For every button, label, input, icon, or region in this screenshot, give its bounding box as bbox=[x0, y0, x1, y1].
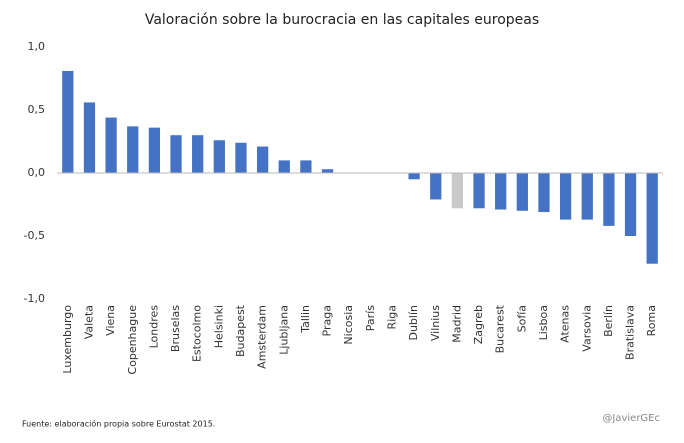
y-tick-label: 0,5 bbox=[28, 103, 46, 116]
bar bbox=[256, 146, 269, 173]
bar bbox=[624, 173, 637, 236]
x-tick-label: Zagreb bbox=[472, 305, 485, 344]
bar bbox=[451, 173, 464, 209]
x-tick-label: Praga bbox=[321, 305, 334, 336]
bar bbox=[300, 160, 312, 173]
bar bbox=[581, 173, 593, 220]
bar bbox=[473, 173, 485, 209]
bar bbox=[430, 173, 442, 200]
x-tick-label: Sofía bbox=[515, 305, 528, 332]
x-tick-label: Tallin bbox=[299, 305, 312, 334]
bar bbox=[278, 160, 290, 173]
x-tick-label: Budapest bbox=[234, 304, 247, 357]
x-tick-label: Bratislava bbox=[624, 305, 637, 360]
y-tick-label: -1,0 bbox=[24, 292, 45, 305]
y-tick-label: 0,0 bbox=[28, 166, 46, 179]
x-tick-label: Luxemburgo bbox=[61, 305, 74, 374]
x-tick-label: Londres bbox=[147, 305, 160, 349]
bar bbox=[559, 173, 572, 220]
bar bbox=[646, 173, 658, 264]
x-tick-label: Berlín bbox=[602, 305, 615, 337]
x-tick-label: Bucarest bbox=[494, 304, 507, 353]
x-tick-label: Copenhague bbox=[126, 305, 139, 375]
x-tick-label: Dublín bbox=[407, 305, 420, 341]
bar bbox=[105, 117, 117, 173]
x-tick-label: Madrid bbox=[450, 305, 463, 343]
author-handle: @JavierGEc bbox=[602, 413, 660, 424]
x-tick-label: Valeta bbox=[82, 305, 95, 339]
bar bbox=[235, 142, 247, 173]
x-tick-label: Lisboa bbox=[537, 305, 550, 340]
bar bbox=[83, 102, 96, 173]
x-tick-label: Bruselas bbox=[169, 305, 182, 352]
x-tick-label: Amsterdam bbox=[256, 305, 269, 369]
bar bbox=[170, 135, 182, 173]
bar bbox=[213, 140, 225, 173]
bar bbox=[408, 173, 420, 180]
bar bbox=[148, 127, 161, 173]
x-tick-label: Viena bbox=[104, 305, 117, 336]
chart-title: Valoración sobre la burocracia en las ca… bbox=[145, 12, 539, 28]
x-tick-label: Vilnius bbox=[429, 305, 442, 341]
x-tick-label: Riga bbox=[385, 305, 398, 329]
bar bbox=[516, 173, 528, 211]
bar bbox=[321, 169, 334, 173]
x-tick-label: Varsovia bbox=[580, 305, 593, 352]
bar bbox=[192, 135, 204, 173]
x-tick-label: Estocolmo bbox=[191, 305, 204, 362]
bar bbox=[127, 126, 139, 173]
bar bbox=[603, 173, 615, 226]
bar bbox=[538, 173, 550, 213]
x-tick-label: Atenas bbox=[559, 305, 572, 343]
source-note: Fuente: elaboración propia sobre Eurosta… bbox=[22, 419, 215, 429]
y-tick-label: -0,5 bbox=[24, 229, 45, 242]
x-tick-label: Ljubljana bbox=[277, 305, 290, 355]
bar bbox=[62, 70, 74, 173]
x-tick-label: Nicosia bbox=[342, 305, 355, 345]
x-tick-label: Roma bbox=[645, 305, 658, 336]
x-tick-label: Helsinki bbox=[212, 305, 225, 348]
y-tick-label: 1,0 bbox=[28, 40, 46, 53]
x-tick-label: París bbox=[364, 305, 377, 331]
bar bbox=[495, 173, 507, 210]
